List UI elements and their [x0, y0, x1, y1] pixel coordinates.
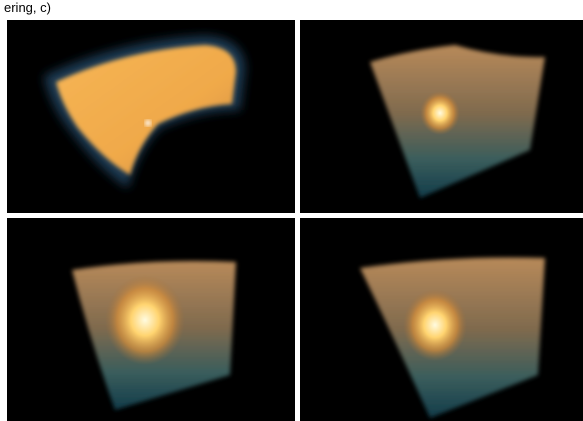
figure: ering, c): [0, 0, 583, 421]
caption-fragment: ering, c): [4, 0, 51, 15]
